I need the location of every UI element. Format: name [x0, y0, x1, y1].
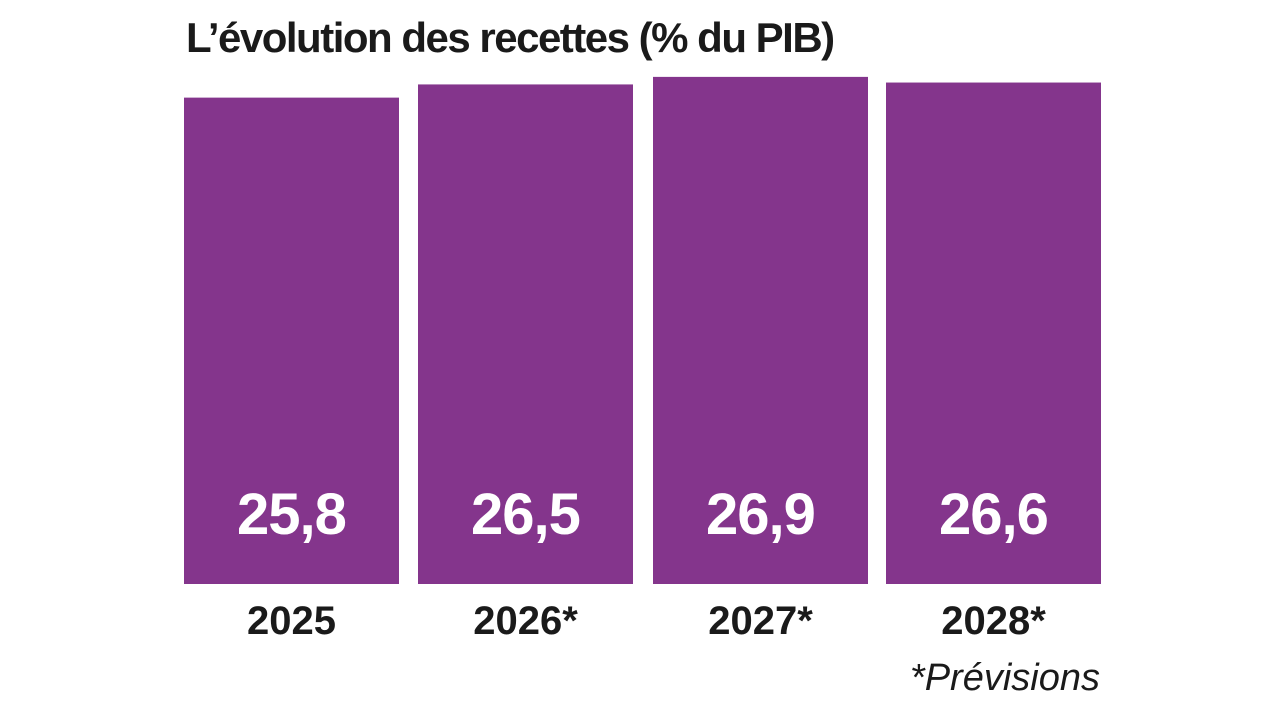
x-tick-label-2026: 2026*	[473, 599, 578, 643]
bar-2025	[184, 97, 399, 584]
bar-2028	[886, 82, 1101, 584]
value-label-2026: 26,5	[471, 482, 580, 547]
value-label-2028: 26,6	[939, 482, 1048, 547]
x-tick-label-2025: 2025	[247, 599, 336, 643]
x-tick-label-2028: 2028*	[941, 599, 1046, 643]
bar-2027	[653, 76, 868, 584]
x-tick-label-2027: 2027*	[708, 599, 813, 643]
value-label-2027: 26,9	[706, 482, 815, 547]
footnote-previsions: *Prévisions	[909, 657, 1100, 699]
bar-2026	[418, 84, 633, 584]
value-label-2025: 25,8	[237, 482, 346, 547]
chart-title: L’évolution des recettes (% du PIB)	[186, 14, 835, 61]
